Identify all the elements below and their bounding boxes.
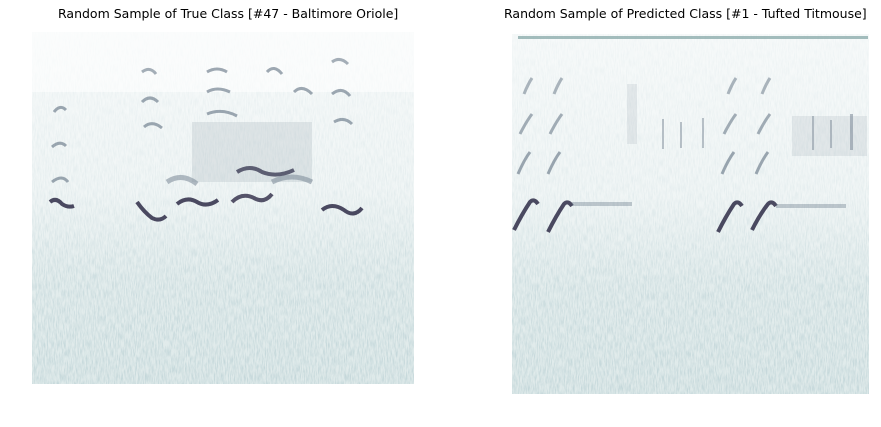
true-class-marks [48,57,364,222]
true-class-title: Random Sample of True Class [#47 - Balti… [58,6,399,21]
predicted-class-spectrogram [512,34,869,394]
predicted-class-title: Random Sample of Predicted Class [#1 - T… [504,6,867,21]
true-class-spectrogram [32,32,414,384]
predicted-class-marks [512,77,867,233]
